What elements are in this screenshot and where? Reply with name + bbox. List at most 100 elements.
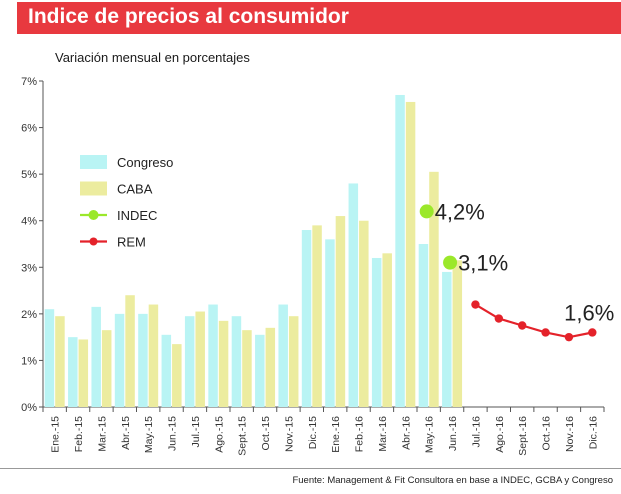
bar-congreso: [442, 271, 452, 407]
bar-congreso: [348, 183, 359, 407]
y-tick-label: 0%: [21, 402, 37, 414]
rem-series: [471, 300, 597, 342]
indec-point: [419, 204, 434, 219]
bar-caba: [242, 330, 252, 407]
rem-point: [517, 321, 527, 330]
y-tick-label: 5%: [21, 169, 37, 181]
bar-caba: [452, 260, 463, 407]
bar-caba: [78, 339, 89, 407]
x-tick-label: Ago.-16: [494, 416, 506, 453]
x-tick-label: Dic.-16: [587, 416, 599, 449]
header: Indice de precios al consumidor: [0, 0, 621, 38]
chart-legend: Congreso CABA INDEC REM: [80, 155, 173, 250]
bar-caba: [101, 330, 112, 407]
title-bar: [17, 2, 621, 34]
indec-point: [443, 255, 458, 270]
bar-caba: [382, 253, 392, 407]
bar-caba: [55, 316, 65, 407]
bar-congreso: [114, 313, 125, 407]
x-tick-label: Feb.-15: [73, 416, 85, 452]
x-tick-label: Abr.-16: [400, 416, 412, 450]
x-tick-label: Oct.-16: [541, 416, 553, 451]
rem-point: [541, 328, 550, 337]
x-tick-label: Sept.-15: [237, 416, 249, 456]
indec-series: [419, 204, 458, 270]
bar-congreso: [138, 313, 148, 407]
bar-caba: [218, 320, 229, 407]
x-tick-label: Oct.-15: [260, 416, 272, 451]
x-tick-label: Feb.-16: [354, 416, 366, 452]
bar-congreso: [44, 309, 55, 407]
bar-congreso: [301, 230, 312, 407]
x-tick-label: Sept.-16: [517, 416, 529, 456]
x-tick-label: May.-16: [424, 416, 436, 453]
y-tick-label: 1%: [21, 355, 37, 367]
legend-label: CABA: [117, 182, 153, 197]
page-title: Indice de precios al consumidor: [28, 5, 349, 28]
bar-caba: [335, 216, 346, 407]
annotation-label: 4,2%: [435, 199, 485, 224]
cpi-chart: 0% 1% 2% 3% 4% 5% 6% 7% Ene.-15 Feb.-15 Mar.-15 Abr…: [21, 76, 615, 456]
chart-subtitle: Variación mensual en porcentajes: [55, 50, 250, 65]
rem-point: [471, 300, 480, 309]
bar-congreso: [278, 304, 288, 407]
bar-caba: [429, 171, 439, 407]
y-tick-label: 4%: [21, 216, 37, 228]
x-tick-label: Mar.-15: [96, 416, 108, 452]
legend-swatch-caba: [80, 181, 107, 196]
bar-caba: [148, 304, 159, 407]
bar-congreso: [231, 316, 242, 407]
y-tick-label: 3%: [21, 262, 37, 274]
x-tick-label: Jun.-15: [167, 416, 179, 451]
bar-caba: [359, 220, 369, 407]
bar-congreso: [395, 94, 405, 407]
annotation-label: 3,1%: [458, 251, 508, 276]
x-tick-label: Ene.-15: [50, 416, 62, 453]
annotation-label: 1,6%: [564, 300, 614, 325]
legend-marker-indec: [88, 210, 99, 220]
bar-caba: [265, 327, 276, 407]
bar-congreso: [161, 334, 172, 407]
bar-caba: [125, 295, 135, 407]
x-tick-label: May.-15: [143, 416, 155, 453]
chart-annotations: 4,2% 3,1% 1,6%: [435, 199, 615, 325]
y-tick-label: 7%: [21, 76, 37, 88]
bar-congreso: [68, 337, 78, 407]
legend-marker-rem: [89, 237, 98, 246]
chart-bars: [44, 94, 463, 407]
x-tick-label: Nov.-15: [283, 416, 295, 452]
bar-caba: [288, 316, 299, 407]
x-tick-label: Ene.-16: [330, 416, 342, 453]
legend-label: REM: [117, 235, 146, 250]
bar-congreso: [325, 239, 335, 407]
x-tick-label: Mar.-16: [377, 416, 389, 452]
bar-caba: [172, 344, 182, 407]
rem-point: [588, 328, 597, 337]
x-tick-label: Jun.-16: [447, 416, 459, 451]
x-tick-label: Dic.-15: [307, 416, 319, 449]
bar-caba: [405, 101, 416, 407]
y-tick-label: 2%: [21, 309, 37, 321]
bar-caba: [195, 311, 205, 407]
x-tick-label: Jul.-16: [470, 416, 482, 448]
bar-congreso: [255, 334, 265, 407]
y-tick-label: 6%: [21, 123, 37, 135]
bar-congreso: [418, 244, 429, 407]
rem-point: [564, 332, 574, 342]
chart-axes: 0% 1% 2% 3% 4% 5% 6% 7% Ene.-15 Feb.-15 Mar.-15 Abr…: [21, 76, 605, 456]
footer-divider: [0, 468, 621, 469]
x-tick-label: Ago.-15: [213, 416, 225, 453]
legend-label: INDEC: [117, 208, 157, 223]
source-note: Fuente: Management & Fit Consultora en b…: [292, 475, 613, 486]
bar-congreso: [184, 316, 195, 407]
bar-congreso: [371, 257, 382, 407]
rem-point: [494, 314, 504, 323]
legend-swatch-congreso: [80, 155, 107, 169]
bar-caba: [312, 225, 322, 407]
bar-congreso: [208, 304, 218, 407]
x-tick-label: Jul.-15: [190, 416, 202, 448]
x-tick-label: Nov.-16: [564, 416, 576, 452]
legend-label: Congreso: [117, 155, 173, 170]
bar-congreso: [91, 306, 101, 407]
x-tick-label: Abr.-15: [120, 416, 132, 450]
